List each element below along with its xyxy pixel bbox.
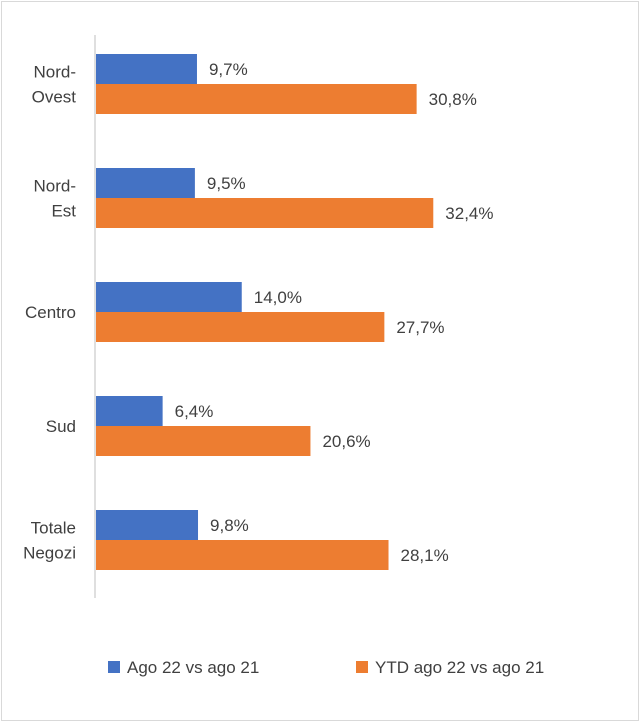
data-label-ytd-4: 28,1% bbox=[401, 546, 449, 565]
data-label-ago-1: 9,5% bbox=[207, 174, 246, 193]
data-label-ytd-0: 30,8% bbox=[429, 90, 477, 109]
data-label-ago-3: 6,4% bbox=[175, 402, 214, 421]
data-label-ytd-1: 32,4% bbox=[445, 204, 493, 223]
legend-label-ytd: YTD ago 22 vs ago 21 bbox=[375, 658, 544, 677]
category-label-2: Centro bbox=[25, 303, 76, 322]
bar-ago-3 bbox=[96, 396, 163, 426]
bar-ago-4 bbox=[96, 510, 199, 540]
bar-ago-2 bbox=[96, 282, 242, 312]
category-label-1: Nord-Est bbox=[33, 177, 76, 221]
data-label-ytd-2: 27,7% bbox=[396, 318, 444, 337]
legend-label-ago: Ago 22 vs ago 21 bbox=[127, 658, 259, 677]
bar-ago-0 bbox=[96, 54, 197, 84]
bars-layer bbox=[96, 54, 434, 570]
data-labels: 9,7% 30,8% 9,5% 32,4% 14,0% 27,7% 6,4% 20,6% 9,8… bbox=[175, 60, 494, 565]
bar-ytd-3 bbox=[96, 426, 311, 456]
category-label-4: Totale Negozi bbox=[23, 519, 76, 563]
bar-ytd-2 bbox=[96, 312, 385, 342]
legend-swatch-ago bbox=[108, 661, 120, 673]
bar-ytd-1 bbox=[96, 198, 434, 228]
category-label-0: Nord-Ovest bbox=[32, 63, 77, 107]
data-label-ago-2: 14,0% bbox=[254, 288, 302, 307]
data-label-ago-0: 9,7% bbox=[209, 60, 248, 79]
legend-swatch-ytd bbox=[356, 661, 368, 673]
data-label-ytd-3: 20,6% bbox=[322, 432, 370, 451]
bar-ago-1 bbox=[96, 168, 195, 198]
bar-ytd-0 bbox=[96, 84, 417, 114]
data-label-ago-4: 9,8% bbox=[210, 516, 249, 535]
legend: Ago 22 vs ago 21 YTD ago 22 vs ago 21 bbox=[108, 658, 544, 677]
bar-ytd-4 bbox=[96, 540, 389, 570]
category-labels: Nord-Ovest Nord-Est Centro Sud Totale Negozi bbox=[23, 63, 76, 563]
category-label-3: Sud bbox=[46, 417, 76, 436]
